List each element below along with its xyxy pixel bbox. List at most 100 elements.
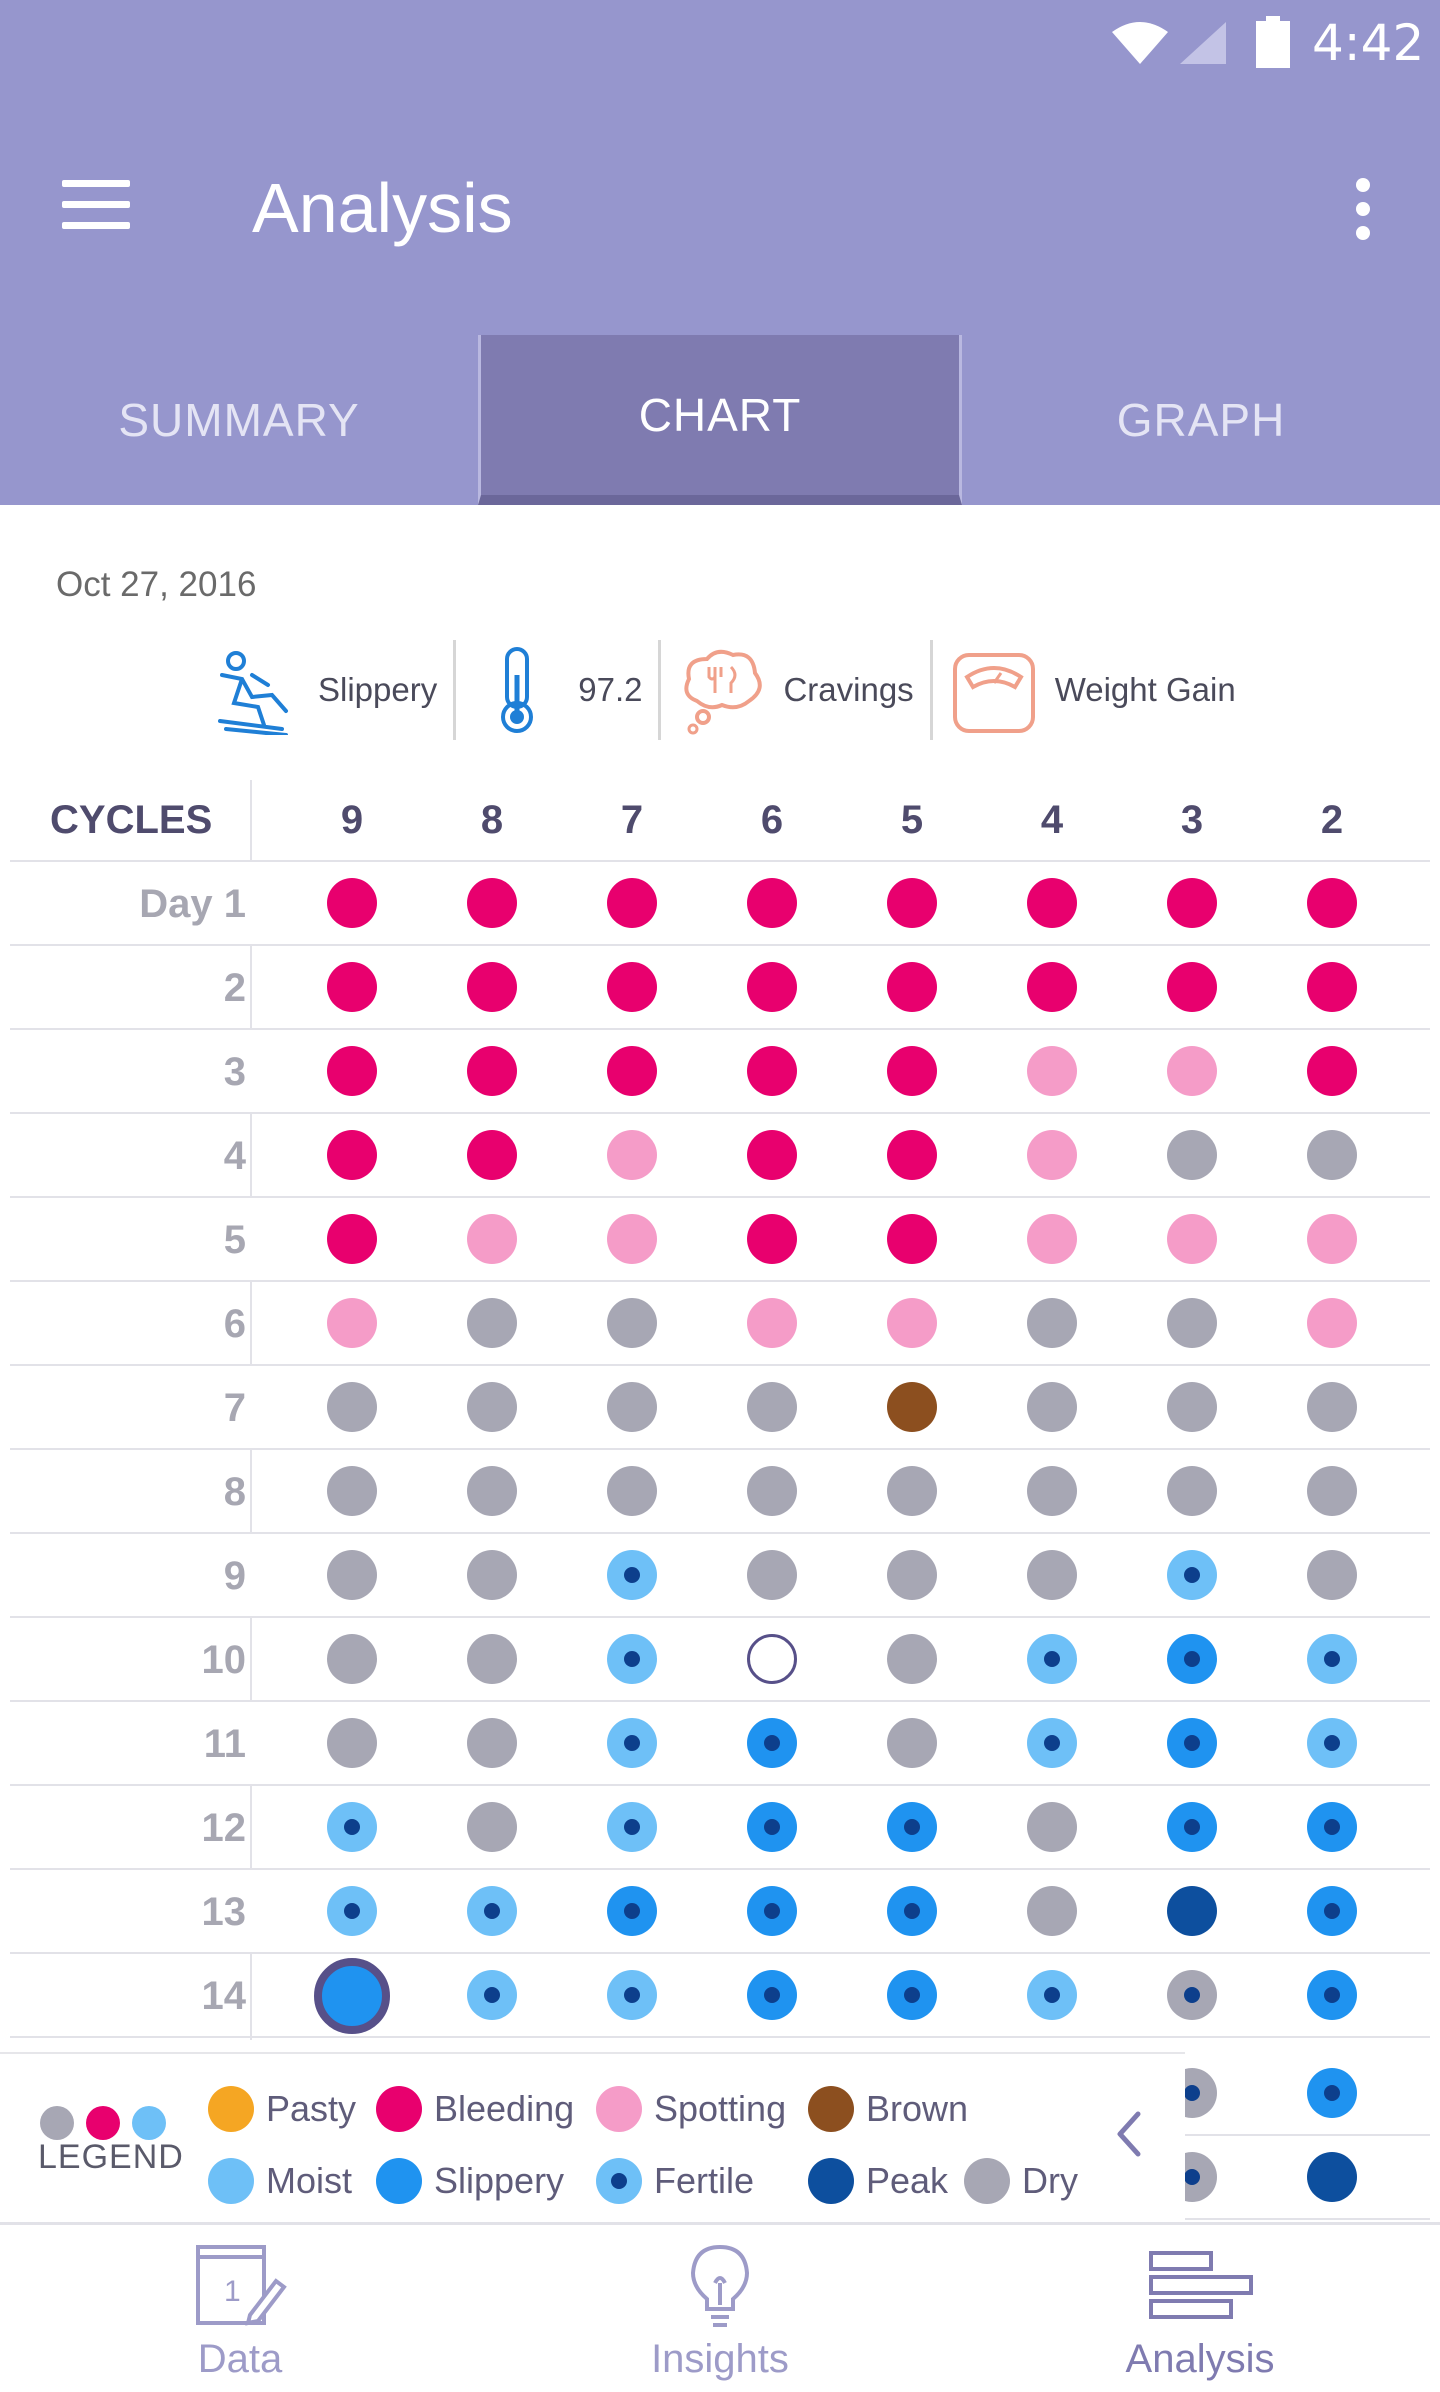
day-cell-slippery-fertile[interactable] [747, 1970, 797, 2020]
day-cell-slippery-fertile[interactable] [887, 1886, 937, 1936]
day-cell-moist-fertile[interactable] [327, 1886, 377, 1936]
day-cell-dry[interactable] [327, 1718, 377, 1768]
day-cell-dry[interactable] [467, 1466, 517, 1516]
day-cell-spotting[interactable] [887, 1298, 937, 1348]
day-cell-dry[interactable] [467, 1382, 517, 1432]
day-cell-dry[interactable] [327, 1382, 377, 1432]
day-cell-bleeding[interactable] [887, 1214, 937, 1264]
day-cell-bleeding[interactable] [1027, 878, 1077, 928]
day-cell-moist-fertile[interactable] [607, 1634, 657, 1684]
day-cell-spotting[interactable] [1167, 1046, 1217, 1096]
day-cell-dry[interactable] [1307, 1466, 1357, 1516]
day-cell-moist-fertile[interactable] [1307, 1634, 1357, 1684]
day-cell-bleeding[interactable] [607, 878, 657, 928]
day-cell-bleeding[interactable] [887, 962, 937, 1012]
day-cell-bleeding[interactable] [467, 1130, 517, 1180]
day-cell-bleeding[interactable] [1027, 962, 1077, 1012]
day-cell-slippery-fertile[interactable] [747, 1802, 797, 1852]
day-cell-bleeding[interactable] [467, 878, 517, 928]
day-cell-dry[interactable] [1167, 1382, 1217, 1432]
day-cell-dry[interactable] [1307, 1130, 1357, 1180]
day-cell-bleeding[interactable] [747, 1214, 797, 1264]
symptom-cravings[interactable]: Cravings [658, 640, 929, 740]
day-cell-dry[interactable] [1167, 1298, 1217, 1348]
day-cell-dry[interactable] [1167, 1130, 1217, 1180]
tab-chart[interactable]: CHART [478, 335, 962, 505]
day-cell-bleeding[interactable] [467, 1046, 517, 1096]
day-cell-dry[interactable] [1027, 1886, 1077, 1936]
day-cell-dry[interactable] [1027, 1550, 1077, 1600]
day-cell-slippery-fertile[interactable] [747, 1718, 797, 1768]
day-cell-slippery-fertile[interactable] [1307, 1970, 1357, 2020]
day-cell-dry[interactable] [1027, 1298, 1077, 1348]
day-cell-slippery-fertile[interactable] [887, 1802, 937, 1852]
day-cell-moist-fertile[interactable] [607, 1550, 657, 1600]
day-cell-bleeding[interactable] [327, 878, 377, 928]
day-cell-spotting[interactable] [327, 1298, 377, 1348]
day-cell-moist-fertile[interactable] [1167, 1550, 1217, 1600]
day-cell-spotting[interactable] [1307, 1214, 1357, 1264]
overflow-menu-icon[interactable] [1344, 176, 1384, 242]
day-cell-bleeding[interactable] [607, 1046, 657, 1096]
day-cell-moist-fertile[interactable] [1027, 1634, 1077, 1684]
day-cell-moist-fertile[interactable] [1307, 1718, 1357, 1768]
selected-day-cell[interactable] [314, 1958, 390, 2034]
day-cell-bleeding[interactable] [887, 1046, 937, 1096]
day-cell-dry[interactable] [1027, 1802, 1077, 1852]
day-cell-dry[interactable] [327, 1550, 377, 1600]
day-cell-dry[interactable] [467, 1718, 517, 1768]
day-cell-moist-fertile[interactable] [607, 1718, 657, 1768]
day-cell-slippery-fertile[interactable] [1167, 1634, 1217, 1684]
day-cell-slippery-fertile[interactable] [1167, 1802, 1217, 1852]
day-cell-spotting[interactable] [747, 1298, 797, 1348]
day-cell-dry-fertile[interactable] [1185, 2152, 1217, 2202]
nav-data[interactable]: 1 Data [0, 2225, 480, 2392]
day-cell-dry-fertile[interactable] [1185, 2068, 1217, 2118]
day-cell-bleeding[interactable] [327, 1130, 377, 1180]
day-cell-spotting[interactable] [1167, 1214, 1217, 1264]
day-cell-bleeding[interactable] [887, 878, 937, 928]
day-cell-moist-fertile[interactable] [1027, 1718, 1077, 1768]
day-cell-dry[interactable] [607, 1382, 657, 1432]
day-cell-dry[interactable] [327, 1634, 377, 1684]
day-cell-dry[interactable] [747, 1466, 797, 1516]
day-cell-dry[interactable] [1027, 1466, 1077, 1516]
day-cell-bleeding[interactable] [747, 1046, 797, 1096]
day-cell-dry[interactable] [747, 1382, 797, 1432]
day-cell-spotting[interactable] [1307, 1298, 1357, 1348]
hamburger-menu-icon[interactable] [62, 180, 130, 230]
symptom-slippery[interactable]: Slippery [196, 640, 453, 740]
day-cell-moist-fertile[interactable] [1027, 1970, 1077, 2020]
day-cell-bleeding[interactable] [747, 1130, 797, 1180]
day-cell-spotting[interactable] [607, 1130, 657, 1180]
day-cell-dry[interactable] [607, 1298, 657, 1348]
day-cell-moist-fertile[interactable] [607, 1970, 657, 2020]
nav-insights[interactable]: Insights [480, 2225, 960, 2392]
day-cell-moist-fertile[interactable] [467, 1886, 517, 1936]
day-cell-peak[interactable] [1167, 1886, 1217, 1936]
day-cell-slippery-fertile[interactable] [1167, 1718, 1217, 1768]
nav-analysis[interactable]: Analysis [960, 2225, 1440, 2392]
day-cell-dry[interactable] [1027, 1382, 1077, 1432]
day-cell-slippery-fertile[interactable] [747, 1886, 797, 1936]
day-cell-brown[interactable] [887, 1382, 937, 1432]
day-cell-dry[interactable] [887, 1718, 937, 1768]
day-cell-slippery-fertile[interactable] [887, 1970, 937, 2020]
day-cell-dry[interactable] [887, 1550, 937, 1600]
day-cell-dry[interactable] [467, 1802, 517, 1852]
day-cell-dry[interactable] [1167, 1466, 1217, 1516]
day-cell-bleeding[interactable] [1307, 962, 1357, 1012]
day-cell-moist-fertile[interactable] [327, 1802, 377, 1852]
day-cell-dry[interactable] [467, 1634, 517, 1684]
day-cell-spotting[interactable] [1027, 1046, 1077, 1096]
day-cell-moist-fertile[interactable] [607, 1802, 657, 1852]
day-cell-dry-fertile[interactable] [1167, 1970, 1217, 2020]
day-cell-dry[interactable] [327, 1466, 377, 1516]
day-cell-bleeding[interactable] [327, 962, 377, 1012]
tab-graph[interactable]: GRAPH [1116, 394, 1286, 446]
day-cell-bleeding[interactable] [327, 1046, 377, 1096]
day-cell-dry[interactable] [607, 1466, 657, 1516]
symptom-weight-gain[interactable]: Weight Gain [929, 640, 1252, 740]
day-cell-dry[interactable] [887, 1634, 937, 1684]
day-cell-bleeding[interactable] [1167, 962, 1217, 1012]
